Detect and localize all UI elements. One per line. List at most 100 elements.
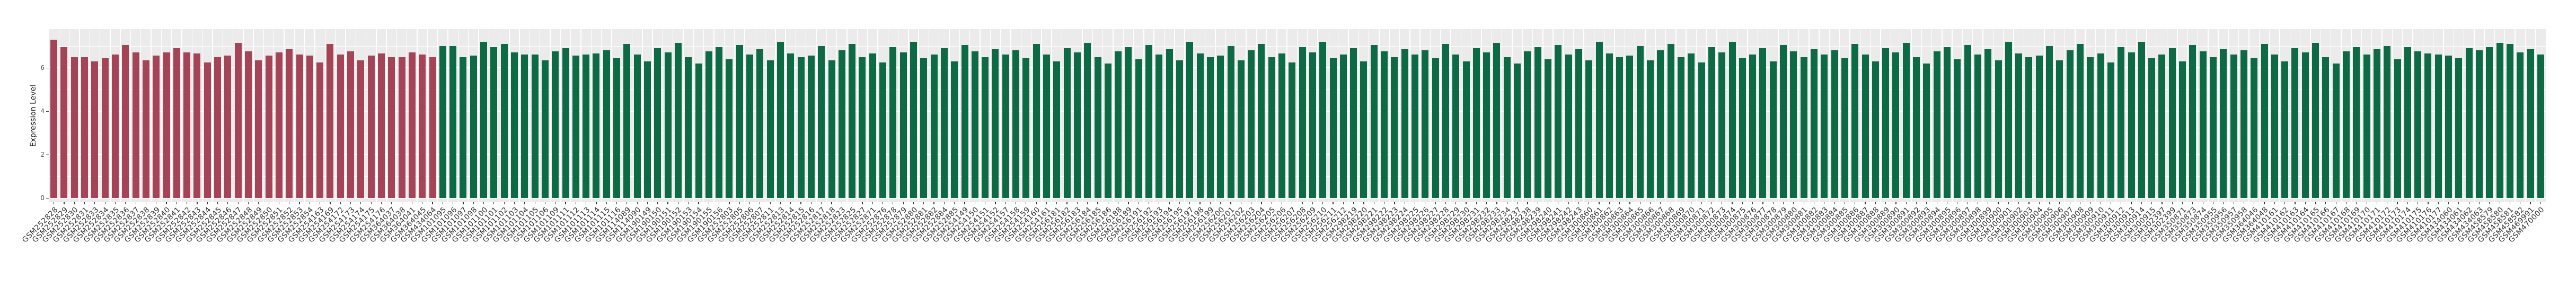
x-tick-mark bbox=[1905, 202, 1907, 204]
bar-GSM410168 bbox=[2343, 51, 2350, 198]
gridline-vertical bbox=[1583, 29, 1584, 202]
bar-GSM252829 bbox=[60, 47, 68, 198]
bar-GSM252848 bbox=[244, 51, 252, 198]
x-tick-mark bbox=[2284, 202, 2286, 204]
x-tick-mark bbox=[493, 202, 495, 204]
x-tick-mark bbox=[1578, 202, 1580, 204]
bar-GSM434064 bbox=[429, 57, 436, 198]
gridline-vertical bbox=[478, 29, 479, 202]
x-tick-mark bbox=[2315, 202, 2316, 204]
bar-GSM300868 bbox=[1667, 43, 1674, 198]
x-tick-mark bbox=[616, 202, 617, 204]
bar-GSM256189 bbox=[1125, 47, 1132, 198]
x-tick-mark bbox=[933, 202, 934, 204]
gridline-vertical bbox=[867, 29, 868, 202]
gridline-vertical bbox=[2371, 29, 2372, 202]
gridline-vertical bbox=[1849, 29, 1850, 202]
bar-GSM458581 bbox=[2506, 43, 2513, 198]
bar-GSM252845 bbox=[214, 57, 222, 198]
bar-GSM256211 bbox=[1329, 58, 1337, 198]
gridline-vertical bbox=[1665, 29, 1666, 202]
bar-GSM252814 bbox=[787, 53, 795, 198]
x-tick-mark bbox=[1783, 202, 1784, 204]
gridline-vertical bbox=[969, 29, 971, 202]
gridline-vertical bbox=[1532, 29, 1533, 202]
x-tick-mark bbox=[913, 202, 914, 204]
bar-GSM410164 bbox=[2301, 52, 2309, 198]
x-tick-mark bbox=[2018, 202, 2019, 204]
gridline-vertical bbox=[2105, 29, 2106, 202]
x-tick-mark bbox=[1343, 202, 1344, 204]
bar-GSM190149 bbox=[643, 61, 651, 198]
bar-GSM256185 bbox=[1094, 57, 1101, 198]
bar-GSM252803 bbox=[726, 59, 733, 198]
x-tick-mark bbox=[1916, 202, 1917, 204]
gridline-vertical bbox=[1675, 29, 1677, 202]
bar-GSM252835 bbox=[111, 55, 119, 198]
x-tick-mark bbox=[1189, 202, 1190, 204]
bar-GSM300888 bbox=[1872, 61, 1879, 198]
bar-GSM469991 bbox=[2527, 49, 2534, 198]
x-tick-mark bbox=[1036, 202, 1037, 204]
bar-GSM252837 bbox=[132, 52, 139, 198]
bar-GSM254158 bbox=[1012, 50, 1020, 198]
x-tick-mark bbox=[667, 202, 668, 204]
bar-GSM256195 bbox=[1176, 60, 1183, 198]
x-tick-mark bbox=[1066, 202, 1068, 204]
bar-GSM252836 bbox=[122, 44, 129, 198]
bar-GSM252811 bbox=[766, 60, 774, 198]
x-tick-mark bbox=[1363, 202, 1364, 204]
bar-GSM300891 bbox=[1902, 42, 1910, 198]
gridline-vertical bbox=[1440, 29, 1441, 202]
bar-GSM101102 bbox=[500, 43, 508, 198]
x-tick-mark bbox=[1701, 202, 1702, 204]
bar-GSM101100 bbox=[480, 41, 488, 198]
bar-GSM302397 bbox=[2158, 55, 2166, 198]
x-tick-mark bbox=[227, 202, 228, 204]
gridline-vertical bbox=[1716, 29, 1717, 202]
gridline-vertical bbox=[2187, 29, 2188, 202]
bar-GSM298225 bbox=[1411, 55, 1419, 198]
x-tick-mark bbox=[1087, 202, 1088, 204]
bar-GSM410171 bbox=[2373, 49, 2380, 198]
gridline-vertical bbox=[1788, 29, 1789, 202]
bar-GSM256184 bbox=[1084, 42, 1091, 198]
bar-GSM252841 bbox=[173, 48, 180, 198]
gridline-vertical bbox=[334, 29, 336, 202]
gridline-vertical bbox=[447, 29, 448, 202]
bar-GSM300895 bbox=[1944, 47, 1951, 198]
x-tick-mark bbox=[2059, 202, 2060, 204]
gridline-vertical bbox=[959, 29, 960, 202]
bar-GSM252818 bbox=[828, 60, 835, 198]
bar-GSM410165 bbox=[2312, 42, 2319, 198]
bar-GSM350873 bbox=[2189, 44, 2196, 198]
bar-GSM300865 bbox=[1636, 46, 1644, 198]
gridline-vertical bbox=[1000, 29, 1001, 202]
gridline-vertical bbox=[79, 29, 80, 202]
bar-GSM410162 bbox=[2281, 61, 2289, 198]
bar-GSM300885 bbox=[1841, 58, 1848, 198]
gridline-vertical bbox=[467, 29, 469, 202]
bar-GSM300893 bbox=[1923, 63, 1930, 198]
gridline-vertical bbox=[693, 29, 694, 202]
bar-GSM256197 bbox=[1186, 41, 1194, 198]
bar-GSM252852 bbox=[286, 49, 293, 198]
x-tick-mark bbox=[2182, 202, 2183, 204]
gridline-vertical bbox=[1972, 29, 1973, 202]
gridline-vertical bbox=[1092, 29, 1093, 202]
x-tick-mark bbox=[872, 202, 873, 204]
x-tick-mark bbox=[74, 202, 75, 204]
bar-GSM256200 bbox=[1217, 56, 1224, 198]
bar-GSM252846 bbox=[224, 56, 232, 198]
bar-GSM252880 bbox=[910, 41, 917, 198]
gridline-vertical bbox=[130, 29, 131, 202]
x-tick-mark bbox=[2305, 202, 2306, 204]
gridline-vertical bbox=[1358, 29, 1360, 202]
gridline-vertical bbox=[314, 29, 315, 202]
bar-GSM254161 bbox=[1043, 55, 1050, 198]
bar-GSM298230 bbox=[1462, 61, 1470, 198]
bar-GSM190155 bbox=[705, 51, 712, 198]
bar-GSM252885 bbox=[951, 61, 958, 198]
bar-GSM300884 bbox=[1831, 50, 1838, 198]
bar-GSM190154 bbox=[695, 63, 702, 198]
